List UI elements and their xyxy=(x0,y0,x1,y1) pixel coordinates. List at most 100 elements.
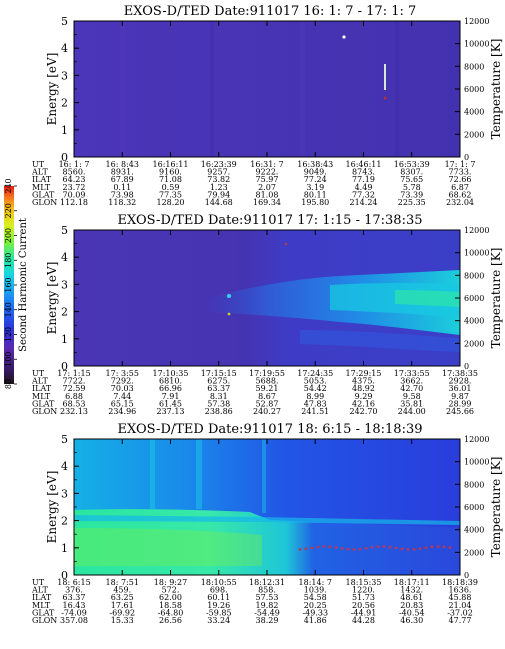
orbit-cell: 17:24:35 xyxy=(297,369,333,378)
orbit-cell: 72.59 xyxy=(63,384,86,393)
y2-tick-label: 10000 xyxy=(464,458,489,467)
orbit-row-label: UT xyxy=(32,160,45,169)
orbit-cell: 18:17:11 xyxy=(394,578,430,587)
orbit-cell: 16.43 xyxy=(63,601,86,610)
orbit-cell: 72.66 xyxy=(449,175,472,184)
orbit-cell: 70.03 xyxy=(111,384,134,393)
orbit-cell: 26.56 xyxy=(159,616,182,625)
y-tick-label: 1 xyxy=(61,333,68,346)
orbit-cell: 23.72 xyxy=(63,183,86,192)
y2-tick-label: 10000 xyxy=(464,40,489,49)
orbit-cell: -49.33 xyxy=(302,608,328,617)
y-tick-label: 4 xyxy=(61,42,68,55)
orbit-cell: 77.32 xyxy=(352,190,375,199)
orbit-cell: 0.11 xyxy=(113,183,131,192)
y2-tick-label: 2000 xyxy=(464,130,484,139)
orbit-cell: 20.56 xyxy=(352,601,375,610)
panel-3-low-energy-region xyxy=(74,509,460,575)
orbit-cell: 6810. xyxy=(159,377,182,386)
orbit-cell: -74.09 xyxy=(61,608,87,617)
orbit-cell: 73.98 xyxy=(111,190,134,199)
orbit-cell: 28.99 xyxy=(449,399,472,408)
orbit-cell: -37.02 xyxy=(447,608,473,617)
texture-stripe xyxy=(210,21,214,157)
orbit-row-label: GLON xyxy=(32,616,57,625)
orbit-cell: 144.68 xyxy=(205,198,233,207)
orbit-cell: 16:46:11 xyxy=(346,160,382,169)
orbit-cell: 112.18 xyxy=(60,198,88,207)
panel-1: EXOS-D/TED Date:911017 16: 1: 7 - 17: 1:… xyxy=(31,4,503,207)
panel-1-texture xyxy=(120,21,399,157)
orbit-cell: 5053. xyxy=(304,377,327,386)
orbit-cell: 18:18:39 xyxy=(442,578,478,587)
orbit-cell: 68.53 xyxy=(63,399,86,408)
panel-3-red-dot xyxy=(388,545,392,549)
panel-3-red-dot xyxy=(376,545,380,548)
orbit-cell: 42.16 xyxy=(352,399,375,408)
orbit-cell: 8307. xyxy=(400,168,423,177)
orbit-cell: 70.09 xyxy=(63,190,86,199)
orbit-row-label: ILAT xyxy=(32,593,52,602)
texture-stripe xyxy=(300,21,305,157)
orbit-cell: 18:12:31 xyxy=(249,578,285,587)
orbit-cell: 19.26 xyxy=(207,601,230,610)
orbit-cell: 20.83 xyxy=(400,601,423,610)
orbit-cell: 128.20 xyxy=(157,198,185,207)
orbit-row-label: ALT xyxy=(31,586,48,595)
y2-tick-label: 6000 xyxy=(464,503,484,512)
orbit-cell: 41.86 xyxy=(304,616,327,625)
y2-tick-label: 4000 xyxy=(464,317,484,326)
panel-3-ylabel: Energy [eV] xyxy=(45,471,59,544)
panel-1-feature-dot xyxy=(342,35,346,39)
panel-1-heatmap xyxy=(74,21,460,157)
orbit-cell: 242.70 xyxy=(350,407,378,416)
orbit-cell: 7733. xyxy=(449,168,472,177)
orbit-cell: 63.37 xyxy=(207,384,230,393)
panel-3-dots xyxy=(298,545,452,551)
panel-3-y2label: Temperature [K] xyxy=(489,457,503,558)
orbit-cell: 238.86 xyxy=(205,407,233,416)
orbit-cell: 9.87 xyxy=(451,392,469,401)
panel-3-red-dot xyxy=(310,546,314,550)
panel-2-feature-dot xyxy=(227,312,231,316)
colorbar-tick-label: 140 xyxy=(4,302,13,317)
orbit-row-label: ALT xyxy=(31,168,48,177)
panel-3-red-dot xyxy=(412,548,416,551)
orbit-cell: 9222. xyxy=(256,168,279,177)
panel-3-red-dot xyxy=(298,548,302,551)
texture-stripe xyxy=(395,21,399,157)
y2-tick-label: 8000 xyxy=(464,271,484,280)
panel-3: EXOS-D/TED Date:911017 18: 6:15 - 18:18:… xyxy=(31,422,503,625)
y-tick-label: 0 xyxy=(61,569,68,582)
orbit-row-label: MLT xyxy=(32,392,51,401)
orbit-cell: 33.24 xyxy=(207,616,230,625)
orbit-cell: 17:15:15 xyxy=(201,369,237,378)
y2-tick-label: 8000 xyxy=(464,480,484,489)
orbit-cell: 195.80 xyxy=(301,198,329,207)
y2-tick-label: 0 xyxy=(464,571,469,580)
orbit-cell: 48.92 xyxy=(352,384,375,393)
orbit-row-label: UT xyxy=(32,578,45,587)
y2-tick-label: 0 xyxy=(464,362,469,371)
orbit-cell: 245.66 xyxy=(446,407,474,416)
orbit-cell: 357.08 xyxy=(60,616,88,625)
orbit-cell: 75.65 xyxy=(400,175,423,184)
panel-3-red-dot xyxy=(322,545,326,548)
orbit-cell: 3662. xyxy=(400,377,423,386)
orbit-cell: 1636. xyxy=(449,586,472,595)
orbit-cell: 47.77 xyxy=(449,616,472,625)
orbit-cell: 232.04 xyxy=(446,198,474,207)
orbit-cell: 8.99 xyxy=(306,392,324,401)
orbit-cell: 18: 9:27 xyxy=(154,578,187,587)
panel-2: EXOS-D/TED Date:911017 17: 1:15 - 17:38:… xyxy=(31,213,503,416)
orbit-cell: 6.87 xyxy=(451,183,469,192)
orbit-cell: 35.81 xyxy=(400,399,423,408)
orbit-cell: 18: 6:15 xyxy=(57,578,90,587)
orbit-row-label: GLAT xyxy=(32,399,55,408)
orbit-cell: 16:31: 7 xyxy=(250,160,283,169)
orbit-cell: -64.80 xyxy=(158,608,184,617)
colorbar-tick-label: 180 xyxy=(4,253,13,268)
